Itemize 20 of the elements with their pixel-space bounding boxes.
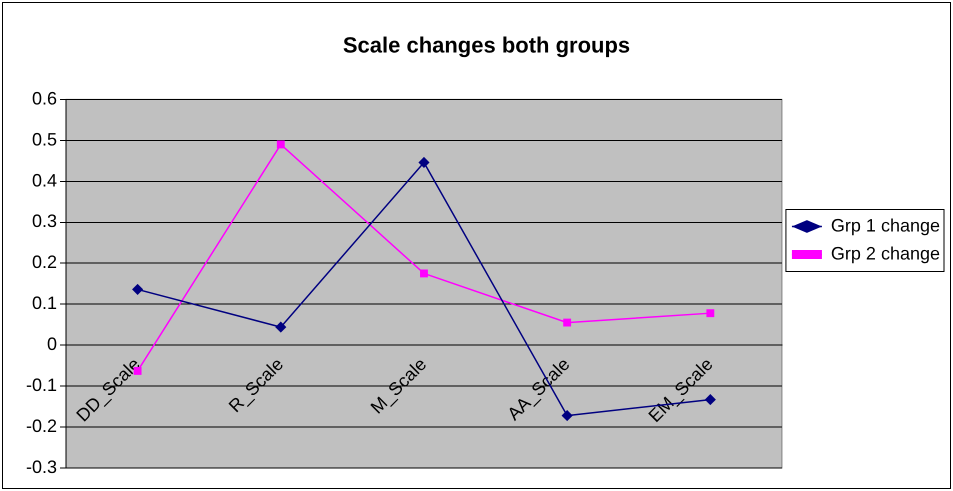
- y-tick-label: 0.6: [32, 88, 58, 108]
- legend-label: Grp 1 change: [830, 215, 940, 236]
- point: [132, 284, 143, 295]
- chart-title: Scale changes both groups: [342, 32, 630, 58]
- point: [706, 309, 714, 318]
- y-tick-label: 0.3: [32, 211, 58, 232]
- y-tick-label: 0.1: [32, 293, 58, 314]
- point: [418, 157, 430, 168]
- point: [276, 140, 285, 148]
- y-tick-label: 0.4: [32, 170, 58, 190]
- y-tick-label: -0.2: [26, 416, 58, 436]
- y-tick-label: 0.2: [32, 252, 58, 272]
- y-tick-label: -0.1: [26, 375, 58, 396]
- y-tick-label: 0: [47, 334, 58, 354]
- y-tick-label: 0.5: [32, 129, 58, 150]
- point: [276, 322, 286, 332]
- y-tick-label: -0.3: [26, 456, 58, 477]
- point: [420, 270, 428, 278]
- point: [563, 318, 572, 327]
- legend-label: Grp 2 change: [830, 243, 940, 264]
